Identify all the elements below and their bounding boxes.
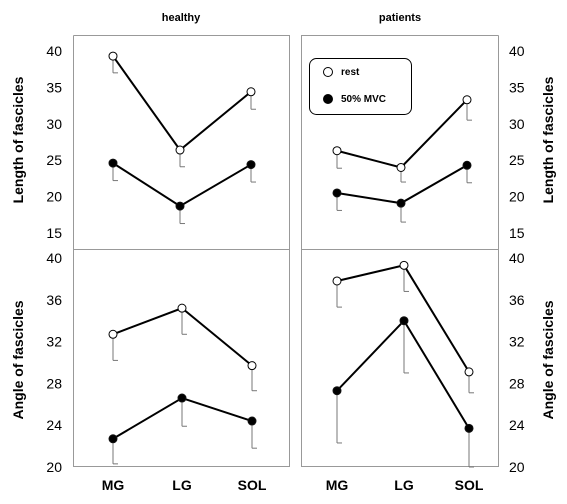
y-tick-label-tr: 15 bbox=[509, 225, 525, 241]
legend-label-rest: rest bbox=[341, 67, 360, 78]
data-point-br-open bbox=[464, 367, 474, 377]
y-tick-label-br: 24 bbox=[509, 417, 525, 433]
panel-title-patients: patients bbox=[379, 12, 421, 24]
x-tick-label-br: SOL bbox=[455, 477, 484, 493]
data-point-tl-open bbox=[246, 87, 256, 97]
data-point-tr-filled bbox=[462, 160, 472, 170]
data-point-tl-filled bbox=[175, 201, 185, 211]
data-point-tr-open bbox=[332, 146, 342, 156]
y-tick-label-tl: 15 bbox=[46, 225, 62, 241]
legend: rest 50% MVC bbox=[309, 58, 412, 115]
y-tick-label-tl: 20 bbox=[46, 189, 62, 205]
y-tick-label-tr: 30 bbox=[509, 116, 525, 132]
ylabel-angle-right: Angle of fascicles bbox=[540, 300, 556, 419]
panel-frames bbox=[73, 35, 499, 467]
y-tick-label-tr: 40 bbox=[509, 43, 525, 59]
legend-marker-open bbox=[323, 67, 333, 77]
y-tick-label-bl: 36 bbox=[46, 292, 62, 308]
panel-bl-frame bbox=[73, 249, 290, 467]
y-tick-label-bl: 24 bbox=[46, 417, 62, 433]
y-tick-label-tr: 20 bbox=[509, 189, 525, 205]
panel-br-frame bbox=[301, 249, 499, 467]
data-point-tl-open bbox=[108, 51, 118, 61]
y-tick-label-br: 20 bbox=[509, 459, 525, 475]
legend-box bbox=[309, 58, 412, 115]
data-point-br-filled bbox=[464, 423, 474, 433]
data-point-bl-filled bbox=[177, 393, 187, 403]
data-point-tr-open bbox=[462, 95, 472, 105]
x-tick-label-br: LG bbox=[394, 477, 414, 493]
ylabel-angle-left: Angle of fascicles bbox=[10, 300, 26, 419]
data-point-tr-filled bbox=[332, 188, 342, 198]
series-line-tl-open bbox=[112, 55, 252, 152]
y-tick-label-bl: 20 bbox=[46, 459, 62, 475]
data-point-bl-open bbox=[108, 329, 118, 339]
data-point-tr-filled bbox=[396, 198, 406, 208]
y-tick-label-br: 36 bbox=[509, 292, 525, 308]
y-tick-label-br: 28 bbox=[509, 375, 525, 391]
series-line-br-filled bbox=[336, 319, 470, 429]
y-tick-label-tl: 30 bbox=[46, 116, 62, 132]
legend-marker-filled bbox=[323, 94, 333, 104]
x-tick-label-bl: LG bbox=[172, 477, 192, 493]
series-line-tl-filled bbox=[112, 162, 252, 208]
y-tick-label-tl: 35 bbox=[46, 79, 62, 95]
ylabel-length-right: Length of fascicles bbox=[540, 76, 556, 203]
data-point-bl-open bbox=[177, 303, 187, 313]
data-point-br-open bbox=[399, 260, 409, 270]
data-point-tl-open bbox=[175, 145, 185, 155]
y-tick-label-bl: 32 bbox=[46, 334, 62, 350]
y-tick-label-br: 32 bbox=[509, 334, 525, 350]
x-tick-label-bl: MG bbox=[102, 477, 125, 493]
data-point-bl-filled bbox=[247, 416, 257, 426]
data-point-tr-open bbox=[396, 162, 406, 172]
y-tick-label-tl: 25 bbox=[46, 152, 62, 168]
data-point-bl-filled bbox=[108, 434, 118, 444]
y-tick-label-tr: 25 bbox=[509, 152, 525, 168]
ylabel-length-left: Length of fascicles bbox=[10, 76, 26, 203]
panel-tr-frame bbox=[301, 35, 499, 250]
x-tick-label-br: MG bbox=[326, 477, 349, 493]
data-point-bl-open bbox=[247, 361, 257, 371]
legend-label-mvc: 50% MVC bbox=[341, 94, 386, 105]
y-tick-label-tr: 35 bbox=[509, 79, 525, 95]
y-tick-label-tl: 40 bbox=[46, 43, 62, 59]
y-tick-label-br: 40 bbox=[509, 250, 525, 266]
data-point-tl-filled bbox=[108, 158, 118, 168]
y-tick-label-bl: 28 bbox=[46, 375, 62, 391]
data-point-tl-filled bbox=[246, 160, 256, 170]
x-tick-label-bl: SOL bbox=[238, 477, 267, 493]
data-point-br-filled bbox=[332, 386, 342, 396]
data-point-br-open bbox=[332, 276, 342, 286]
plot-layer: 40 35 30 25 20 15 40 35 30 25 20 15 40 36 32 28 24 20 MG LG… bbox=[46, 43, 524, 493]
panel-tl-frame bbox=[73, 35, 290, 250]
y-tick-label-bl: 40 bbox=[46, 250, 62, 266]
panel-title-healthy: healthy bbox=[162, 12, 201, 24]
data-point-br-filled bbox=[399, 316, 409, 326]
